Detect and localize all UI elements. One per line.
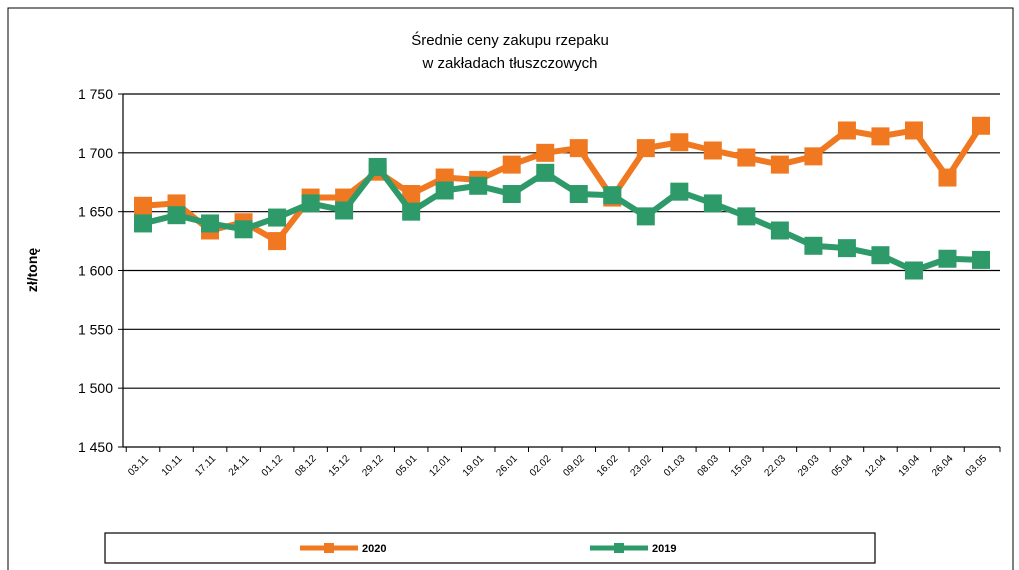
series-marker <box>804 236 823 255</box>
series-marker <box>569 139 588 158</box>
series-marker <box>904 261 923 280</box>
y-tick-label: 1 700 <box>78 145 113 161</box>
series-marker <box>904 121 923 140</box>
legend-marker <box>614 543 624 553</box>
series-marker <box>435 181 454 200</box>
y-tick-label: 1 500 <box>78 380 113 396</box>
series-marker <box>703 141 722 160</box>
series-marker <box>402 185 421 204</box>
y-tick-label: 1 550 <box>78 321 113 337</box>
series-marker <box>871 127 890 146</box>
series-marker <box>134 196 152 215</box>
series-marker <box>837 121 856 140</box>
series-marker <box>737 148 756 167</box>
series-marker <box>268 208 287 227</box>
legend-marker <box>324 543 334 553</box>
series-marker <box>636 207 655 226</box>
series-marker <box>536 163 555 182</box>
series-marker <box>972 250 990 269</box>
y-tick-label: 1 600 <box>78 263 113 279</box>
series-marker <box>972 116 990 135</box>
series-marker <box>469 176 488 195</box>
series-marker <box>670 182 689 201</box>
legend-box <box>104 532 876 564</box>
y-tick-label: 1 650 <box>78 204 113 220</box>
series-marker <box>502 185 521 204</box>
series-marker <box>938 168 957 187</box>
series-marker <box>268 232 287 251</box>
legend-label: 2020 <box>362 543 386 555</box>
series-marker <box>837 239 856 258</box>
series-marker <box>569 185 588 204</box>
series-marker <box>737 207 756 226</box>
chart-subtitle: w zakładach tłuszczowych <box>421 55 597 72</box>
y-axis-label: zł/tonę <box>24 248 40 293</box>
series-marker <box>167 206 186 225</box>
series-marker <box>871 246 890 265</box>
series-marker <box>201 214 220 233</box>
series-marker <box>670 133 689 152</box>
y-tick-label: 1 750 <box>78 86 113 102</box>
series-marker <box>402 202 421 221</box>
series-marker <box>335 201 354 220</box>
y-tick-label: 1 450 <box>78 439 113 455</box>
chart-title: Średnie ceny zakupu rzepaku <box>411 31 609 49</box>
series-marker <box>603 186 622 205</box>
series-marker <box>770 221 789 240</box>
chart-border <box>7 7 1014 570</box>
series-marker <box>636 139 655 158</box>
series-marker <box>938 249 957 268</box>
series-marker <box>234 220 253 239</box>
series-marker <box>770 155 789 174</box>
series-marker <box>301 194 320 213</box>
series-marker <box>536 143 555 162</box>
legend-label: 2019 <box>652 543 676 555</box>
series-marker <box>134 214 152 233</box>
series-marker <box>502 155 521 174</box>
series-marker <box>804 147 823 166</box>
series-marker <box>368 157 387 176</box>
series-marker <box>703 194 722 213</box>
